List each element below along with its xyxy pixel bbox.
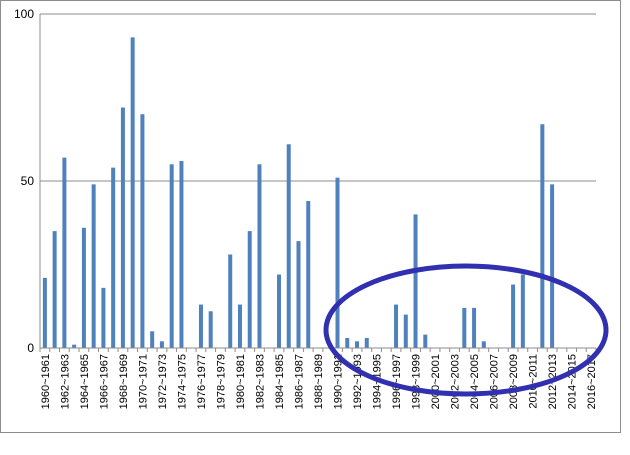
bar bbox=[52, 231, 57, 348]
x-tick-label: 1986~1987 bbox=[293, 354, 305, 409]
x-tick-label: 2002~2003 bbox=[450, 354, 462, 409]
bar bbox=[423, 334, 428, 348]
x-tick-label: 1984~1985 bbox=[274, 354, 286, 409]
bar bbox=[257, 164, 262, 348]
bar bbox=[355, 341, 360, 348]
bar bbox=[159, 341, 164, 348]
bar bbox=[111, 167, 116, 348]
bar bbox=[364, 337, 369, 348]
x-tick-label: 1978~1979 bbox=[215, 354, 227, 409]
bar bbox=[247, 231, 252, 348]
bar bbox=[403, 314, 408, 348]
bar bbox=[208, 311, 213, 348]
axes bbox=[39, 14, 597, 352]
bar bbox=[540, 124, 545, 348]
bar bbox=[42, 277, 47, 348]
x-tick-label: 2008~2009 bbox=[508, 354, 520, 409]
chart-border bbox=[0, 0, 621, 433]
bar bbox=[481, 341, 486, 348]
x-tick-label: 1966~1967 bbox=[98, 354, 110, 409]
y-tick-label: 0 bbox=[27, 341, 34, 355]
bar bbox=[345, 337, 350, 348]
bar bbox=[120, 107, 125, 349]
x-tick-label: 2010~2011 bbox=[528, 354, 540, 409]
bar bbox=[413, 214, 418, 348]
x-tick-label: 1970~1971 bbox=[137, 354, 149, 409]
bar bbox=[150, 331, 155, 348]
bar bbox=[550, 184, 555, 348]
y-tick-label: 100 bbox=[14, 7, 34, 21]
x-tick-label: 1990~1991 bbox=[333, 354, 345, 409]
x-tick-label: 2006~2007 bbox=[489, 354, 501, 409]
x-tick-label: 2004~2005 bbox=[469, 354, 481, 409]
bar bbox=[511, 284, 516, 348]
x-tick-label: 1982~1983 bbox=[254, 354, 266, 409]
bar bbox=[286, 144, 291, 348]
bar bbox=[169, 164, 174, 348]
x-tick-label: 1960~1961 bbox=[40, 354, 52, 409]
bar bbox=[228, 254, 233, 348]
x-tick-label: 2000~2001 bbox=[430, 354, 442, 409]
bar bbox=[335, 177, 340, 348]
y-axis-tick-labels: 0 50 100 bbox=[14, 7, 34, 355]
bar bbox=[179, 160, 184, 348]
x-tick-label: 1992~1993 bbox=[352, 354, 364, 409]
annotation-ellipse bbox=[323, 263, 609, 397]
x-tick-label: 1988~1989 bbox=[313, 354, 325, 409]
bar bbox=[91, 184, 96, 348]
x-tick-label: 1972~1973 bbox=[157, 354, 169, 409]
x-tick-label: 2016~2017 bbox=[586, 354, 598, 409]
bar bbox=[81, 227, 86, 348]
x-tick-label: 1974~1975 bbox=[176, 354, 188, 409]
bar bbox=[237, 304, 242, 348]
x-tick-label: 2014~2015 bbox=[567, 354, 579, 409]
x-tick-label: 1962~1963 bbox=[59, 354, 71, 409]
x-tick-label: 1968~1969 bbox=[118, 354, 130, 409]
bar bbox=[394, 304, 399, 348]
x-tick-label: 1980~1981 bbox=[235, 354, 247, 409]
bar bbox=[62, 157, 67, 348]
bar bbox=[306, 201, 311, 348]
bar bbox=[296, 241, 301, 348]
bar bbox=[140, 114, 145, 348]
x-axis-tick-labels: 1960~1961 1962~1963 1964~1965 1966~1967 1968… bbox=[40, 354, 598, 409]
y-tick-label: 50 bbox=[21, 174, 35, 188]
x-tick-label: 1976~1977 bbox=[196, 354, 208, 409]
bar bbox=[276, 274, 281, 348]
bars bbox=[42, 37, 555, 349]
bar bbox=[520, 274, 525, 348]
bar bbox=[472, 307, 477, 348]
x-tick-label: 1964~1965 bbox=[79, 354, 91, 409]
x-tick-label: 1996~1997 bbox=[391, 354, 403, 409]
bar bbox=[198, 304, 203, 348]
bar bbox=[462, 307, 467, 348]
bar bbox=[72, 344, 77, 348]
x-tick-label: 1998~1999 bbox=[411, 354, 423, 409]
bar bbox=[130, 37, 135, 348]
bar bbox=[101, 287, 106, 348]
